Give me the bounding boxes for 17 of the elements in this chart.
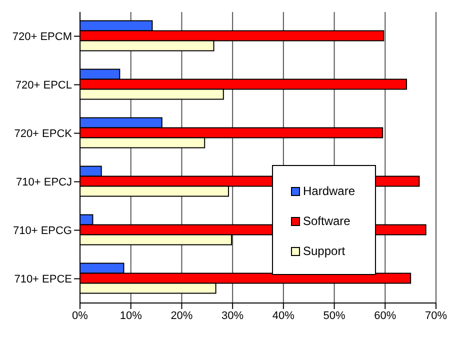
x-tick-label: 0% bbox=[72, 310, 88, 322]
y-tick-label: 710+ EPCE bbox=[14, 274, 72, 286]
y-tick-label: 720+ EPCM bbox=[12, 31, 72, 44]
legend-label: Support bbox=[303, 244, 346, 258]
y-tick-label: 710+ EPCJ bbox=[16, 176, 72, 189]
y-tick-label: 720+ EPCL bbox=[15, 80, 72, 92]
y-tick-label: 720+ EPCK bbox=[14, 128, 73, 140]
x-tick-label: 50% bbox=[323, 310, 346, 322]
x-tick-label: 40% bbox=[272, 310, 295, 322]
legend-label: Hardware bbox=[303, 184, 356, 198]
y-tick-label: 710+ EPCG bbox=[12, 225, 72, 238]
x-tick-label: 30% bbox=[222, 310, 244, 322]
x-tick-label: 60% bbox=[374, 310, 396, 322]
x-tick-label: 20% bbox=[170, 310, 193, 322]
x-tick-label: 70% bbox=[424, 310, 448, 322]
x-tick-label: 10% bbox=[120, 310, 142, 322]
legend-label: Software bbox=[303, 214, 350, 228]
